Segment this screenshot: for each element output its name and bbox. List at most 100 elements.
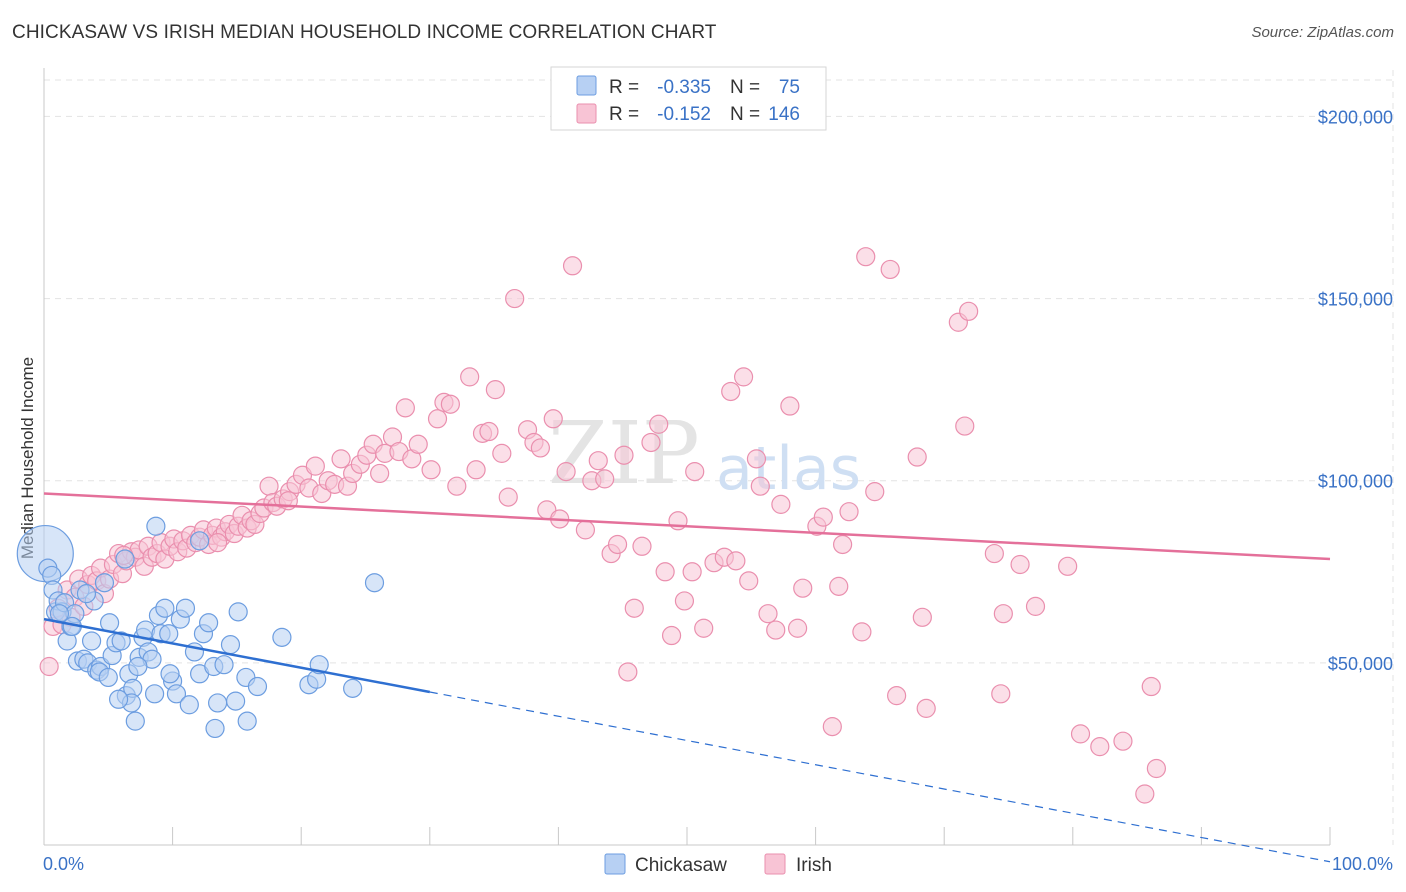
chickasaw-point (160, 664, 180, 684)
irish-point (505, 288, 525, 309)
irish-point (984, 543, 1004, 564)
chickasaw-point (208, 693, 228, 713)
chickasaw-point (343, 678, 363, 698)
irish-point (39, 656, 59, 677)
chickasaw-point (166, 684, 187, 704)
irish-point (991, 684, 1011, 704)
irish-point (661, 625, 682, 646)
legend-n-label: N = (730, 104, 760, 125)
irish-point (1090, 737, 1110, 757)
chickasaw-point (159, 624, 179, 644)
irish-point (460, 367, 480, 387)
legend-r-value: -0.335 (657, 77, 711, 98)
chickasaw-point (247, 676, 268, 697)
irish-point (780, 396, 800, 416)
chart-title: CHICKASAW VS IRISH MEDIAN HOUSEHOLD INCO… (12, 22, 717, 43)
irish-point (880, 259, 900, 280)
chickasaw-point (175, 598, 196, 618)
irish-point (421, 460, 441, 480)
chickasaw-point (76, 584, 97, 604)
series-legend-swatch-irish (764, 853, 786, 875)
irish-point (839, 502, 859, 522)
irish-point (595, 469, 615, 489)
irish-point (726, 551, 746, 571)
irish-point (649, 414, 669, 434)
irish-point (305, 456, 325, 476)
chickasaw-point (155, 598, 175, 618)
irish-point (733, 367, 754, 387)
watermark-atlas: atlas (716, 434, 861, 504)
irish-point (543, 409, 563, 429)
chickasaw-trend-extension (429, 691, 1331, 863)
irish-point (370, 463, 390, 484)
irish-point (632, 536, 652, 556)
irish-point (674, 591, 695, 611)
legend-r-value: -0.152 (657, 104, 711, 125)
irish-point (721, 381, 741, 402)
irish-point (766, 620, 786, 640)
irish-point (739, 571, 759, 591)
irish-point (993, 604, 1013, 624)
irish-point (530, 438, 550, 458)
chickasaw-point (199, 613, 219, 633)
chickasaw-points (16, 516, 385, 739)
y-tick-label: $100,000 (1318, 472, 1393, 492)
irish-point (822, 717, 842, 737)
series-legend-label-chickasaw: Chickasaw (635, 855, 727, 876)
irish-points (39, 247, 1166, 804)
trend-lines (43, 492, 1331, 863)
irish-point (750, 476, 770, 496)
irish-point (588, 451, 608, 471)
irish-point (813, 507, 833, 527)
chickasaw-point (111, 631, 131, 651)
irish-point (887, 686, 907, 706)
axes (43, 68, 1331, 846)
irish-point (427, 409, 448, 429)
chickasaw-point (272, 627, 292, 647)
irish-point (852, 622, 872, 642)
chickasaw-point (108, 689, 129, 709)
irish-point (575, 520, 596, 540)
irish-point (1025, 596, 1046, 616)
legend-swatch-chickasaw (576, 75, 597, 96)
y-axis-label: Median Household Income (18, 357, 37, 559)
chickasaw-point (94, 573, 115, 593)
legend-r-label: R = (609, 77, 639, 98)
irish-point (959, 301, 979, 321)
irish-point (746, 449, 767, 469)
chickasaw-point (81, 631, 102, 651)
chickasaw-point (128, 656, 148, 677)
irish-point (492, 443, 512, 463)
y-tick-labels: $50,000 $100,000 $150,000 $200,000 (1318, 107, 1393, 673)
irish-point (829, 576, 849, 596)
irish-point (907, 447, 927, 467)
chickasaw-point (144, 684, 165, 704)
irish-point (793, 578, 813, 598)
irish-point (440, 394, 460, 414)
irish-point (912, 607, 932, 627)
irish-point (787, 618, 808, 638)
chickasaw-point (214, 655, 234, 675)
y-tick-label: $200,000 (1318, 107, 1393, 127)
irish-point (694, 618, 714, 638)
irish-point (618, 662, 638, 682)
irish-point (556, 462, 576, 482)
legend-r-label: R = (609, 104, 639, 125)
irish-point (408, 434, 428, 454)
chickasaw-point (125, 711, 145, 731)
irish-point (479, 421, 499, 442)
legend-box (550, 66, 827, 131)
series-legend: Chickasaw Irish (604, 853, 832, 876)
irish-point (1146, 758, 1166, 779)
irish-point (485, 380, 505, 400)
irish-point (447, 476, 467, 496)
source-credit: Source: ZipAtlas.com (1251, 24, 1394, 41)
chickasaw-point (237, 711, 257, 731)
irish-point (865, 482, 885, 502)
legend-n-label: N = (730, 77, 760, 98)
irish-point (856, 247, 876, 267)
series-legend-swatch-chickasaw (604, 853, 626, 875)
x-tick-label-min: 0.0% (43, 854, 84, 874)
irish-point (771, 494, 791, 514)
